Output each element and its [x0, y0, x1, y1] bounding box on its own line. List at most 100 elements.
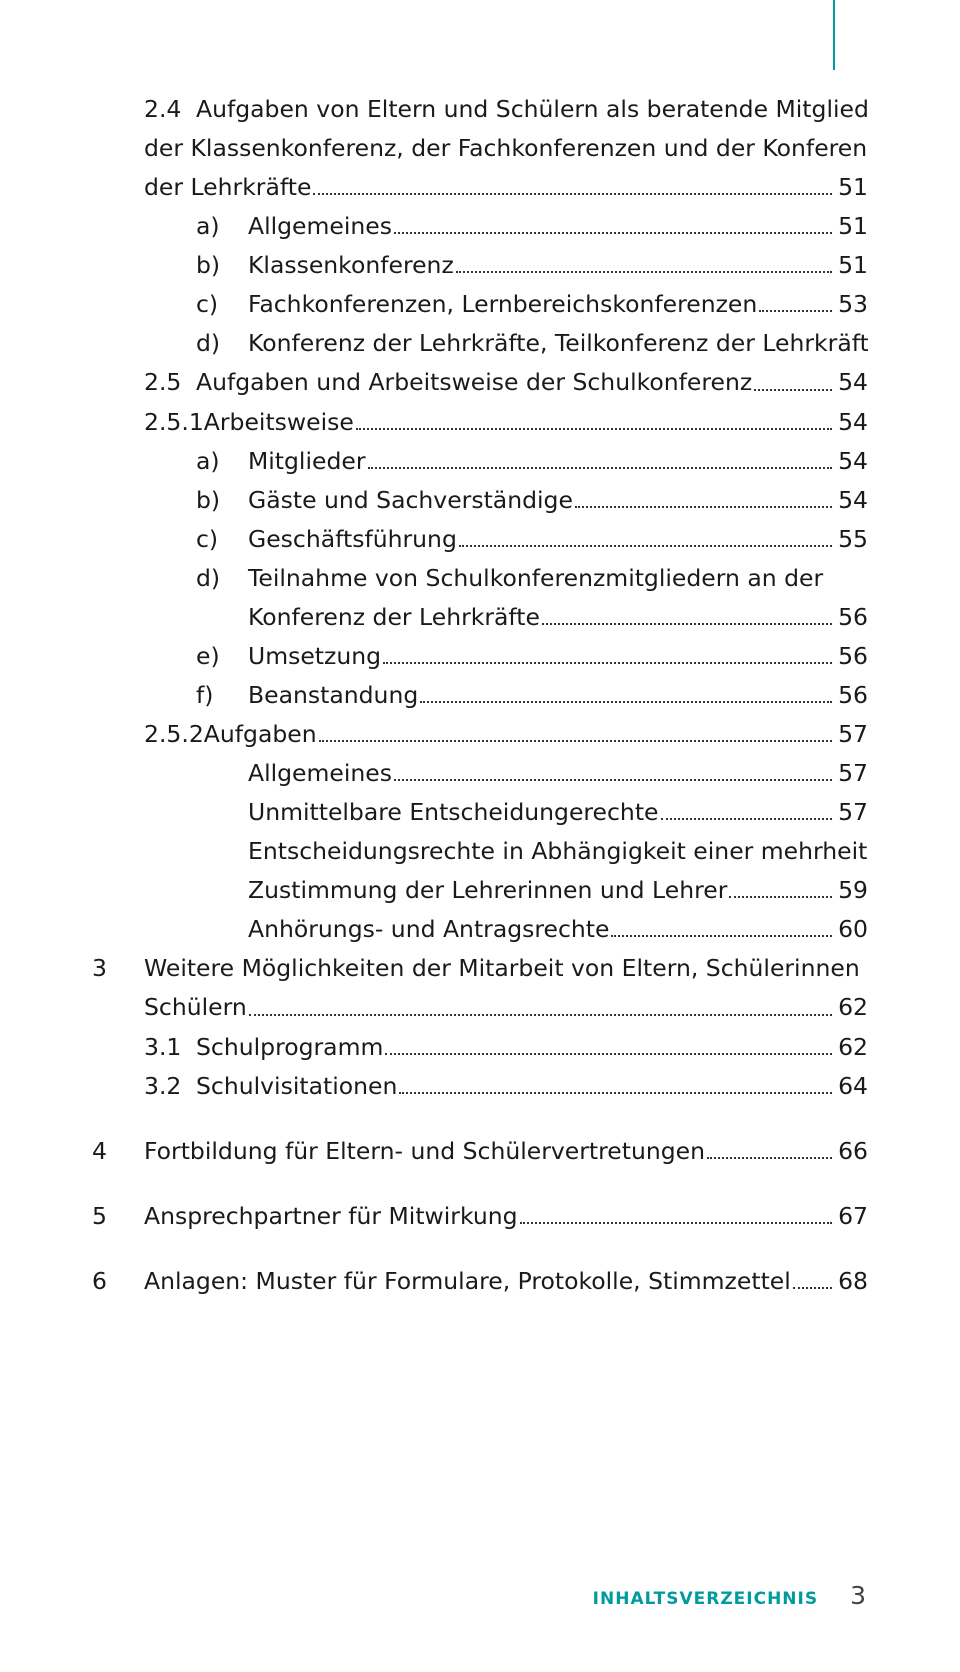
toc-entry-label: Klassenkonferenz: [248, 246, 454, 284]
toc-leader-dots: [394, 231, 832, 234]
toc-gap: [92, 1236, 868, 1262]
toc-entry-page: 62: [834, 988, 868, 1026]
toc-entry-label: Arbeitsweise: [204, 403, 354, 441]
toc-entry: f)Beanstandung56: [92, 676, 868, 714]
toc-leader-dots: [520, 1221, 832, 1224]
toc-leader-dots: [759, 309, 832, 312]
footer-section-label: INHALTSVERZEICHNIS: [593, 1589, 818, 1609]
toc-leader-dots: [661, 817, 833, 820]
toc-entry-page: 54: [834, 403, 868, 441]
toc-entry-page: 60: [834, 910, 868, 948]
toc-entry-number: c): [196, 285, 248, 323]
footer-page-number: 3: [850, 1581, 866, 1610]
toc-entry-page: 64: [834, 1067, 868, 1105]
toc-leader-dots: [383, 661, 832, 664]
toc-entry-number: 2.5.2: [144, 715, 204, 753]
page-footer: INHALTSVERZEICHNIS 3: [593, 1581, 866, 1610]
toc-leader-dots: [575, 505, 832, 508]
toc-entry-label: Fortbildung für Eltern- und Schülervertr…: [144, 1132, 705, 1170]
toc-entry-label: Geschäftsführung: [248, 520, 457, 558]
toc-entry-number: 5: [92, 1197, 144, 1235]
toc-entry-number: b): [196, 246, 248, 284]
toc-entry-label: Konferenz der Lehrkräfte, Teilkonferenz …: [248, 324, 868, 362]
toc-entry-number: e): [196, 637, 248, 675]
toc-leader-dots: [319, 739, 832, 742]
toc-entry-label: Allgemeines: [248, 207, 392, 245]
toc-entry: 3Weitere Möglichkeiten der Mitarbeit von…: [92, 949, 868, 987]
toc-entry-number: b): [196, 481, 248, 519]
toc-entry-label: Allgemeines: [248, 754, 392, 792]
toc-entry-label: Entscheidungsrechte in Abhängigkeit eine…: [248, 832, 868, 870]
toc-entry-label: Aufgaben und Arbeitsweise der Schulkonfe…: [196, 363, 752, 401]
page: 2.4Aufgaben von Eltern und Schülern als …: [0, 0, 960, 1672]
toc-entry-number: c): [196, 520, 248, 558]
toc-entry-number: 3.1: [144, 1028, 196, 1066]
toc-entry: der Klassenkonferenz, der Fachkonferenze…: [92, 129, 868, 167]
toc-leader-dots: [542, 622, 832, 625]
toc-entry-page: 51: [834, 246, 868, 284]
toc-entry: Anhörungs- und Antragsrechte60: [92, 910, 868, 948]
toc-entry: c)Geschäftsführung 55: [92, 520, 868, 558]
toc-entry: Entscheidungsrechte in Abhängigkeit eine…: [92, 832, 868, 870]
toc-entry-page: 68: [834, 1262, 868, 1300]
toc-entry-label: Ansprechpartner für Mitwirkung: [144, 1197, 518, 1235]
toc-entry-number: 4: [92, 1132, 144, 1170]
toc-entry-label: Aufgaben von Eltern und Schülern als ber…: [196, 90, 868, 128]
vertical-rule: [833, 0, 835, 70]
toc-entry-page: 51: [834, 168, 868, 206]
toc-leader-dots: [394, 778, 832, 781]
toc-entry-label: Mitglieder: [248, 442, 366, 480]
toc-entry: Unmittelbare Entscheidungerechte57: [92, 793, 868, 831]
toc-entry-page: 54: [834, 442, 868, 480]
toc-entry-page: 56: [834, 676, 868, 714]
toc-entry: 2.5.2Aufgaben57: [92, 715, 868, 753]
toc-entry-number: 3: [92, 949, 144, 987]
toc-entry: 2.4Aufgaben von Eltern und Schülern als …: [92, 90, 868, 128]
toc-entry: der Lehrkräfte51: [92, 168, 868, 206]
toc-entry: Zustimmung der Lehrerinnen und Lehrer59: [92, 871, 868, 909]
toc-entry: 4Fortbildung für Eltern- und Schülervert…: [92, 1132, 868, 1170]
toc-entry: d)Teilnahme von Schulkonferenzmitglieder…: [92, 559, 868, 597]
toc-entry-number: 6: [92, 1262, 144, 1300]
toc-leader-dots: [385, 1052, 832, 1055]
toc-entry: 6Anlagen: Muster für Formulare, Protokol…: [92, 1262, 868, 1300]
toc-leader-dots: [399, 1091, 832, 1094]
toc-entry: b)Gäste und Sachverständige 54: [92, 481, 868, 519]
table-of-contents: 2.4Aufgaben von Eltern und Schülern als …: [92, 90, 868, 1300]
toc-entry: 5Ansprechpartner für Mitwirkung67: [92, 1197, 868, 1235]
toc-leader-dots: [707, 1156, 832, 1159]
toc-entry-page: 57: [834, 793, 868, 831]
toc-entry-page: 57: [834, 754, 868, 792]
toc-leader-dots: [420, 700, 832, 703]
toc-entry-page: 51: [834, 207, 868, 245]
toc-leader-dots: [793, 1286, 832, 1289]
toc-entry: b)Klassenkonferenz 51: [92, 246, 868, 284]
toc-entry-number: 2.4: [144, 90, 196, 128]
toc-entry-label: Schulvisitationen: [196, 1067, 397, 1105]
toc-leader-dots: [611, 934, 832, 937]
toc-entry-page: 55: [834, 520, 868, 558]
toc-entry-label: Weitere Möglichkeiten der Mitarbeit von …: [144, 949, 868, 987]
toc-entry: 3.2Schulvisitationen 64: [92, 1067, 868, 1105]
toc-entry-label: Schülern: [144, 988, 247, 1026]
toc-entry-page: 54: [834, 363, 868, 401]
toc-entry-number: 3.2: [144, 1067, 196, 1105]
toc-gap: [92, 1171, 868, 1197]
toc-entry-label: Umsetzung: [248, 637, 381, 675]
toc-leader-dots: [249, 1013, 832, 1016]
toc-entry-label: Schulprogramm: [196, 1028, 383, 1066]
toc-entry-page: 53: [834, 285, 868, 323]
toc-entry-page: 66: [834, 1132, 868, 1170]
toc-entry: Konferenz der Lehrkräfte56: [92, 598, 868, 636]
toc-entry-page: 54: [834, 481, 868, 519]
toc-leader-dots: [729, 895, 832, 898]
toc-entry-page: 56: [834, 598, 868, 636]
toc-entry-label: Zustimmung der Lehrerinnen und Lehrer: [248, 871, 727, 909]
toc-entry: d)Konferenz der Lehrkräfte, Teilkonferen…: [92, 324, 868, 362]
toc-entry-label: Teilnahme von Schulkonferenzmitgliedern …: [248, 559, 823, 597]
toc-entry-label: Gäste und Sachverständige: [248, 481, 573, 519]
toc-entry: 3.1Schulprogramm62: [92, 1028, 868, 1066]
toc-entry: 2.5Aufgaben und Arbeitsweise der Schulko…: [92, 363, 868, 401]
toc-entry-number: d): [196, 324, 248, 362]
toc-entry: Schülern 62: [92, 988, 868, 1026]
